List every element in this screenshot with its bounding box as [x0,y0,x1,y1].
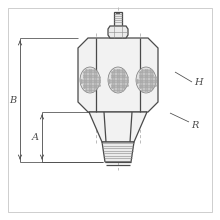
Text: A: A [31,132,38,141]
Ellipse shape [108,67,128,93]
Polygon shape [78,38,158,112]
Ellipse shape [80,67,100,93]
Polygon shape [89,112,147,142]
Polygon shape [102,142,134,162]
Text: R: R [191,121,199,130]
Polygon shape [108,26,128,38]
Ellipse shape [136,67,156,93]
Text: B: B [9,95,16,104]
Text: H: H [194,77,202,86]
Bar [114,12,122,26]
